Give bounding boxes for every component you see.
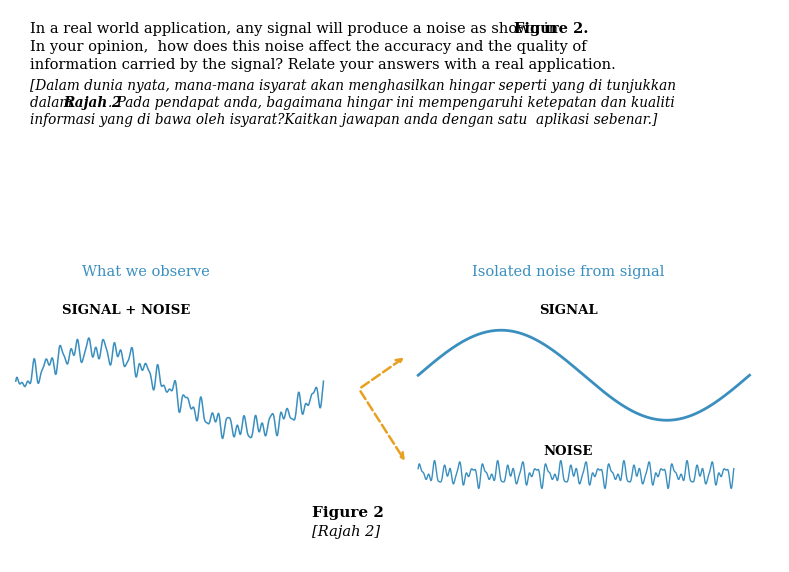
Text: [Rajah 2]: [Rajah 2] (312, 525, 380, 539)
Text: Isolated noise from signal: Isolated noise from signal (472, 265, 664, 279)
Text: . Pada pendapat anda, bagaimana hingar ini mempengaruhi ketepatan dan kualiti: . Pada pendapat anda, bagaimana hingar i… (108, 96, 675, 110)
Text: SIGNAL + NOISE: SIGNAL + NOISE (62, 304, 190, 317)
Text: Figure 2.: Figure 2. (514, 22, 589, 35)
Text: SIGNAL: SIGNAL (539, 304, 597, 317)
Text: What we observe: What we observe (82, 265, 210, 279)
Text: In a real world application, any signal will produce a noise as shown in: In a real world application, any signal … (30, 22, 563, 35)
Text: In your opinion,  how does this noise affect the accuracy and the quality of: In your opinion, how does this noise aff… (30, 40, 586, 54)
Text: dalam: dalam (30, 96, 77, 110)
Text: Figure 2: Figure 2 (312, 506, 383, 520)
Text: NOISE: NOISE (544, 445, 593, 458)
Text: informasi yang di bawa oleh isyarat?Kaitkan jawapan anda dengan satu  aplikasi s: informasi yang di bawa oleh isyarat?Kait… (30, 113, 657, 127)
Text: [Dalam dunia nyata, mana-mana isyarat akan menghasilkan hingar seperti yang di t: [Dalam dunia nyata, mana-mana isyarat ak… (30, 79, 676, 93)
Text: information carried by the signal? Relate your answers with a real application.: information carried by the signal? Relat… (30, 58, 615, 72)
Text: Rajah 2: Rajah 2 (63, 96, 122, 110)
